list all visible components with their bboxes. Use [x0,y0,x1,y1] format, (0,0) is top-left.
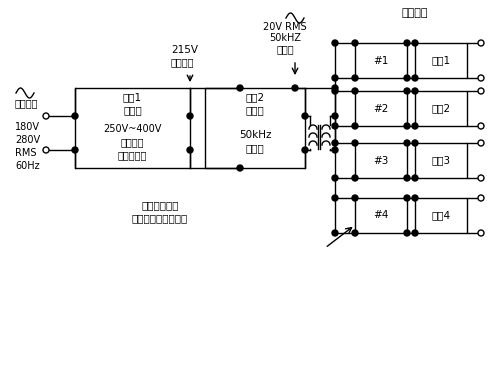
Text: RMS: RMS [15,148,36,158]
Text: 模块2: 模块2 [246,92,264,102]
Text: 20V RMS: 20V RMS [263,22,307,32]
Text: 模块1: 模块1 [123,92,142,102]
Circle shape [404,123,410,129]
Text: 输出2: 输出2 [432,104,450,114]
Text: #3: #3 [374,156,388,166]
Text: 线性稳压器: 线性稳压器 [118,150,147,160]
Text: 正弦波: 正弦波 [246,143,264,153]
Circle shape [332,147,338,153]
Text: 输出1: 输出1 [432,55,450,66]
Text: 的输出模块和稳压器: 的输出模块和稳压器 [132,213,188,223]
Circle shape [478,175,484,181]
Text: 逆变器: 逆变器 [246,105,264,115]
Bar [355,43,407,78]
Text: 稳压器: 稳压器 [123,105,142,115]
Text: #1: #1 [374,55,388,66]
Bar [415,43,467,78]
Text: #2: #2 [374,104,388,114]
Circle shape [352,175,358,181]
Circle shape [332,195,338,201]
Text: 50kHZ: 50kHZ [269,33,301,43]
Text: 280V: 280V [15,135,40,145]
Circle shape [332,175,338,181]
Bar [415,143,467,178]
Circle shape [352,123,358,129]
Text: 50kHz: 50kHz [239,130,271,140]
Bar [205,88,305,168]
Text: #4: #4 [374,211,388,220]
Text: 正弦波: 正弦波 [276,44,294,54]
Circle shape [412,88,418,94]
Circle shape [478,88,484,94]
Circle shape [43,147,49,153]
Text: 整流器和: 整流器和 [121,137,144,147]
Circle shape [412,140,418,146]
Text: 180V: 180V [15,122,40,132]
Text: 直流调制: 直流调制 [170,57,194,67]
Circle shape [332,40,338,46]
Circle shape [72,113,78,119]
Circle shape [404,230,410,236]
Circle shape [404,40,410,46]
Circle shape [412,40,418,46]
Circle shape [332,113,338,119]
Text: 输出4: 输出4 [432,211,450,220]
Circle shape [478,140,484,146]
Circle shape [237,165,243,171]
Circle shape [412,175,418,181]
Bar [415,91,467,126]
Circle shape [43,113,49,119]
Circle shape [72,147,78,153]
Circle shape [404,195,410,201]
Circle shape [302,147,308,153]
Bar [355,198,407,233]
Circle shape [332,123,338,129]
Circle shape [404,75,410,81]
Circle shape [352,75,358,81]
Bar [355,143,407,178]
Circle shape [478,75,484,81]
Circle shape [478,195,484,201]
Bar [415,198,467,233]
Circle shape [352,230,358,236]
Circle shape [352,88,358,94]
Circle shape [352,140,358,146]
Bar [75,88,190,168]
Circle shape [332,230,338,236]
Circle shape [412,195,418,201]
Circle shape [478,230,484,236]
Circle shape [292,85,298,91]
Bar [355,91,407,126]
Circle shape [404,88,410,94]
Circle shape [332,140,338,146]
Circle shape [352,195,358,201]
Text: 由变压器隔离: 由变压器隔离 [142,200,179,210]
Text: 交流输入: 交流输入 [15,98,38,108]
Text: 输出模块: 输出模块 [402,8,428,18]
Circle shape [237,85,243,91]
Text: 60Hz: 60Hz [15,161,40,171]
Circle shape [412,230,418,236]
Text: 250V~400V: 250V~400V [104,124,162,134]
Circle shape [404,175,410,181]
Circle shape [412,75,418,81]
Text: 215V: 215V [172,45,198,55]
Circle shape [187,147,193,153]
Circle shape [412,123,418,129]
Circle shape [332,88,338,94]
Circle shape [332,85,338,91]
Circle shape [478,123,484,129]
Circle shape [352,40,358,46]
Circle shape [332,75,338,81]
Circle shape [404,140,410,146]
Circle shape [478,40,484,46]
Circle shape [187,113,193,119]
Circle shape [302,113,308,119]
Text: 输出3: 输出3 [432,156,450,166]
